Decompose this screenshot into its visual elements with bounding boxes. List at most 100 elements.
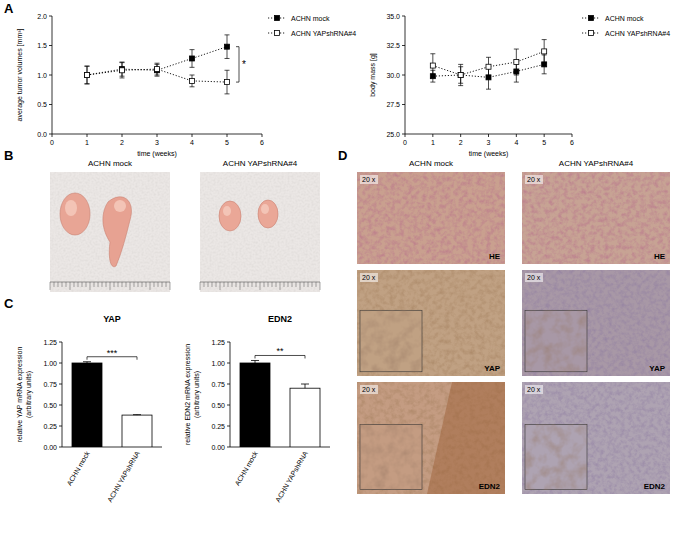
inset — [525, 425, 587, 490]
error-bar — [225, 70, 230, 94]
y-tick-label: 1.00 — [43, 360, 57, 367]
legend-label: ACHN mock — [291, 15, 330, 22]
y-axis — [62, 342, 63, 447]
error-bar — [155, 63, 160, 75]
y-axis-label: body mass [g] — [369, 53, 377, 97]
ruler-tick — [220, 282, 221, 290]
ruler-tick — [130, 282, 131, 290]
figure: ABCD0.00.51.01.52.00123456time (weeks)av… — [0, 0, 684, 541]
ruler-tick — [170, 282, 171, 290]
ruler-tick — [264, 282, 265, 287]
ruler-tick — [216, 282, 217, 287]
y-tick — [49, 134, 52, 135]
y-tick — [402, 45, 405, 46]
x-tick — [122, 134, 123, 137]
ruler-tick — [162, 282, 163, 287]
ruler-tick — [110, 282, 111, 290]
y-tick — [227, 426, 230, 427]
ruler-tick — [134, 282, 135, 287]
photo-texture — [50, 172, 170, 292]
y-tick-label: 1.0 — [37, 72, 47, 79]
x-tick-label: ACHN YAPshRNA — [106, 450, 141, 503]
legend-marker — [275, 16, 280, 21]
stain-label: YAP — [649, 364, 665, 373]
ruler-tick — [78, 282, 79, 287]
magnification: 20 x — [362, 176, 376, 183]
ruler-tick — [272, 282, 273, 287]
ruler-tick — [70, 282, 71, 290]
y-tick — [227, 405, 230, 406]
y-axis-label: relative EDN2 mRNA expression — [184, 344, 192, 445]
histology-texture — [357, 270, 505, 376]
x-tick-label: 5 — [225, 139, 229, 146]
ruler-tick — [300, 282, 301, 290]
significance: *** — [107, 348, 118, 358]
ruler-tick — [66, 282, 67, 287]
plot-marks — [430, 40, 546, 90]
error-bar — [542, 40, 547, 64]
histology-image — [357, 172, 505, 264]
bar — [72, 363, 102, 447]
magnification: 20 x — [362, 274, 376, 281]
histology-texture — [522, 382, 670, 494]
error-bar — [514, 49, 519, 75]
data-point — [542, 49, 547, 54]
ruler-tick — [82, 282, 83, 287]
y-axis-label: (arbitrary units) — [193, 371, 201, 418]
x-tick — [192, 134, 193, 137]
photo-title: ACHN mock — [88, 159, 133, 168]
y-tick — [227, 363, 230, 364]
tumor-highlight — [223, 206, 231, 216]
legend-label: ACHN mock — [605, 15, 644, 22]
ruler-tick — [280, 282, 281, 290]
error-bar — [85, 66, 90, 84]
y-tick — [59, 447, 62, 448]
x-tick — [488, 134, 489, 137]
ruler-tick — [126, 282, 127, 287]
legend-label: ACHN YAPshRNA#4 — [605, 30, 670, 37]
x-tick-label: 4 — [514, 139, 518, 146]
bar — [122, 415, 152, 447]
ruler-tick — [276, 282, 277, 287]
x-tick — [516, 134, 517, 137]
y-tick-label: 25.0 — [386, 131, 400, 138]
x-tick — [157, 134, 158, 137]
y-tick — [59, 342, 62, 343]
ruler-tick — [292, 282, 293, 287]
bar — [290, 388, 320, 447]
y-tick-label: 32.5 — [386, 42, 400, 49]
y-tick — [59, 384, 62, 385]
ruler-tick — [312, 282, 313, 287]
error-bar — [85, 66, 90, 84]
ruler-tick — [200, 282, 201, 290]
x-tick-label: 2 — [120, 139, 124, 146]
ruler-tick — [236, 282, 237, 287]
y-tick — [402, 104, 405, 105]
stain-label: YAP — [484, 364, 500, 373]
inset — [360, 310, 422, 371]
label-backdrop — [525, 273, 543, 282]
legend-label: ACHN YAPshRNA#4 — [291, 30, 356, 37]
y-tick-label: 0.50 — [211, 402, 225, 409]
x-tick-label: ACHN mock — [66, 450, 92, 487]
ruler-tick — [288, 282, 289, 287]
y-tick-label: 1.25 — [43, 339, 57, 346]
data-point — [225, 80, 230, 85]
y-axis — [230, 342, 231, 447]
stain-label: EDN2 — [644, 482, 666, 491]
significance-bracket — [236, 47, 239, 82]
ruler-tick — [316, 282, 317, 287]
histology-texture — [357, 172, 505, 264]
plot-marks — [85, 35, 230, 94]
error-bar — [301, 384, 309, 388]
histology-image — [357, 270, 505, 376]
ruler-tick — [62, 282, 63, 287]
histology-title: ACHN mock — [409, 159, 454, 168]
error-bar — [458, 67, 463, 84]
inset — [360, 425, 422, 490]
x-tick-label: 4 — [190, 139, 194, 146]
ruler-tick — [296, 282, 297, 287]
ruler-tick — [224, 282, 225, 287]
magnification: 20 x — [527, 274, 541, 281]
y-axis-label: relative YAP mRNA expression — [16, 347, 24, 443]
